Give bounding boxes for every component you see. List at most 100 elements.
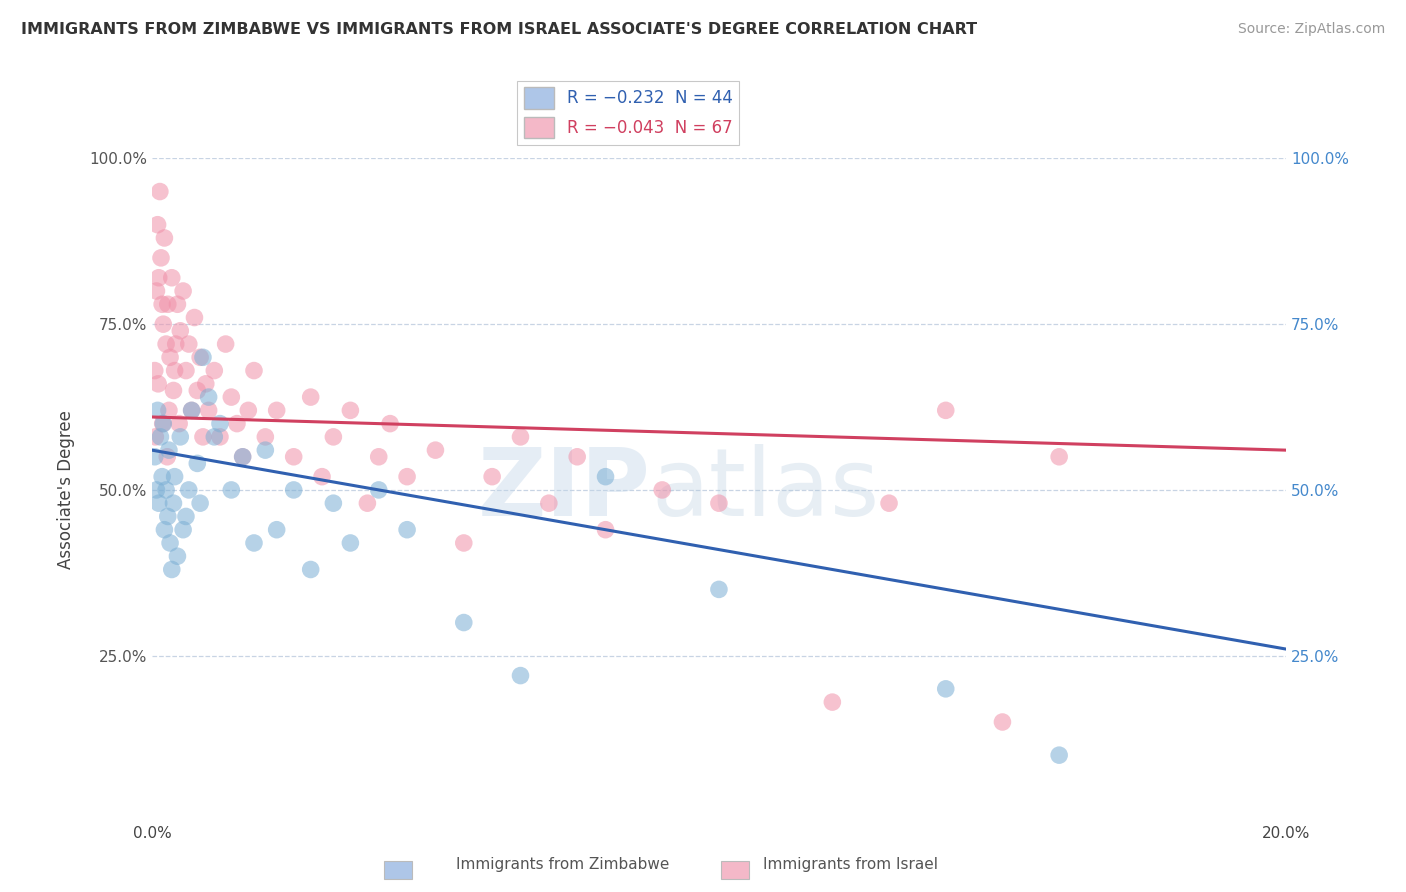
Point <box>651 483 673 497</box>
Point <box>169 324 191 338</box>
Point <box>322 496 344 510</box>
Point <box>208 417 231 431</box>
Point <box>299 562 322 576</box>
Text: Immigrants from Zimbabwe: Immigrants from Zimbabwe <box>456 857 669 872</box>
Point <box>232 450 254 464</box>
Point <box>367 483 389 497</box>
Point <box>152 417 174 431</box>
Point <box>159 351 181 365</box>
Point <box>197 403 219 417</box>
Legend: R = −0.232  N = 44, R = −0.043  N = 67: R = −0.232 N = 44, R = −0.043 N = 67 <box>517 80 740 145</box>
Point <box>150 297 173 311</box>
Point <box>148 270 170 285</box>
Point <box>707 582 730 597</box>
Point <box>191 430 214 444</box>
Point <box>208 430 231 444</box>
Point <box>172 284 194 298</box>
Point <box>155 483 177 497</box>
Point <box>143 430 166 444</box>
Point <box>166 549 188 564</box>
Point <box>396 469 419 483</box>
Point <box>169 430 191 444</box>
Point <box>509 430 531 444</box>
Point <box>243 536 266 550</box>
Point <box>186 457 208 471</box>
Point <box>156 509 179 524</box>
Point <box>311 469 333 483</box>
Point <box>266 403 288 417</box>
Point <box>299 390 322 404</box>
Point <box>567 450 589 464</box>
Point <box>186 384 208 398</box>
Point <box>174 509 197 524</box>
Point <box>935 681 957 696</box>
Point <box>194 376 217 391</box>
Point <box>595 469 617 483</box>
Point <box>214 337 236 351</box>
Point <box>191 351 214 365</box>
Point <box>453 615 475 630</box>
Point <box>425 443 447 458</box>
Point <box>160 562 183 576</box>
Point <box>146 218 169 232</box>
Point <box>378 417 401 431</box>
Point <box>1047 748 1070 763</box>
Point <box>339 536 361 550</box>
Text: IMMIGRANTS FROM ZIMBABWE VS IMMIGRANTS FROM ISRAEL ASSOCIATE'S DEGREE CORRELATIO: IMMIGRANTS FROM ZIMBABWE VS IMMIGRANTS F… <box>21 22 977 37</box>
Y-axis label: Associate's Degree: Associate's Degree <box>58 410 75 569</box>
Point <box>254 430 277 444</box>
Point <box>877 496 900 510</box>
Point <box>221 390 243 404</box>
Point <box>166 297 188 311</box>
Text: Source: ZipAtlas.com: Source: ZipAtlas.com <box>1237 22 1385 37</box>
Point <box>157 403 180 417</box>
Point <box>1047 450 1070 464</box>
Point <box>160 270 183 285</box>
Text: atlas: atlas <box>651 444 879 536</box>
Point <box>254 443 277 458</box>
Point <box>177 483 200 497</box>
Point <box>143 450 166 464</box>
Point <box>162 496 184 510</box>
Point <box>145 284 167 298</box>
Point <box>243 363 266 377</box>
Point <box>481 469 503 483</box>
Point <box>162 384 184 398</box>
Point <box>221 483 243 497</box>
Point <box>283 483 305 497</box>
Point <box>152 417 174 431</box>
Point <box>188 351 211 365</box>
Point <box>356 496 378 510</box>
Point <box>146 376 169 391</box>
Point <box>143 363 166 377</box>
Point <box>155 337 177 351</box>
Point <box>202 363 225 377</box>
Point <box>177 337 200 351</box>
Point <box>152 317 174 331</box>
Point <box>157 443 180 458</box>
Point <box>339 403 361 417</box>
Point <box>537 496 560 510</box>
Point <box>232 450 254 464</box>
Point <box>595 523 617 537</box>
Point <box>172 523 194 537</box>
Point <box>148 496 170 510</box>
Point <box>146 403 169 417</box>
Point <box>165 337 187 351</box>
Point <box>150 469 173 483</box>
Point <box>163 469 186 483</box>
Point <box>821 695 844 709</box>
Point <box>145 483 167 497</box>
Point <box>163 363 186 377</box>
Point <box>322 430 344 444</box>
Point <box>153 231 176 245</box>
Point <box>935 403 957 417</box>
Text: Immigrants from Israel: Immigrants from Israel <box>763 857 938 872</box>
Point <box>283 450 305 464</box>
Point <box>159 536 181 550</box>
Point <box>149 185 172 199</box>
Point <box>991 714 1014 729</box>
Point <box>238 403 260 417</box>
Point <box>202 430 225 444</box>
Point <box>180 403 202 417</box>
